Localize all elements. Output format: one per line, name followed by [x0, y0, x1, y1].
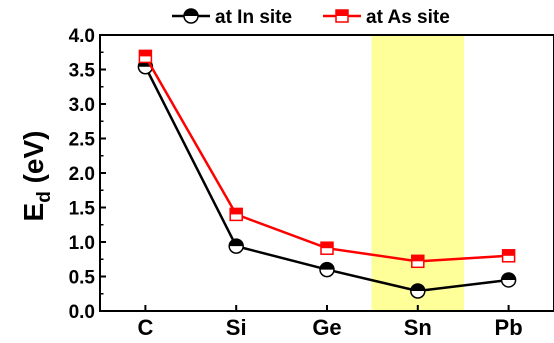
sn-highlight-band [371, 35, 465, 311]
y-tick-label: 1.0 [69, 233, 95, 254]
x-axis: C Si Ge Sn Pb [137, 305, 523, 340]
marker-fill [501, 272, 516, 280]
legend: at In site at As site [172, 7, 450, 28]
marker-fill [184, 9, 198, 16]
legend-label-as-site: at As site [366, 7, 450, 28]
legend-marker-in-site [183, 8, 199, 24]
legend-marker-shape [183, 8, 199, 24]
data-point-0-ge [319, 261, 335, 278]
data-point-1-si [229, 207, 243, 222]
marker-fill [320, 262, 334, 270]
legend-marker-shape [335, 9, 349, 23]
legend-label-in-site: at In site [215, 7, 292, 28]
x-tick-label: Ge [312, 315, 341, 338]
marker-fill [411, 255, 424, 262]
marker-fill [230, 208, 243, 215]
legend-entry-in-site: at In site [172, 7, 292, 28]
y-tick-label: 2.0 [69, 164, 95, 185]
y-axis-title-unit: (eV) [18, 131, 49, 192]
y-tick-label: 4.0 [69, 26, 95, 47]
marker-fill [139, 50, 152, 57]
data-point-0-si [228, 238, 244, 254]
marker-fill [321, 242, 333, 249]
legend-marker-as-site [335, 9, 349, 23]
series-layer [137, 49, 517, 299]
y-axis-title: Ed (eV) [18, 131, 55, 222]
y-tick-label: 2.5 [69, 130, 96, 151]
x-tick-label: Pb [495, 315, 523, 338]
marker-fill [229, 239, 244, 247]
y-tick-label: 1.5 [69, 199, 96, 220]
marker-fill [502, 249, 515, 256]
y-axis: 0.0 0.5 1.0 1.5 2.0 2.5 3.0 3.5 4.0 [69, 26, 106, 323]
marker-fill [410, 283, 425, 291]
y-tick-label: 0.0 [69, 302, 95, 323]
y-tick-label: 0.5 [69, 268, 96, 289]
data-point-1-c [138, 49, 153, 64]
data-point-0-sn [410, 283, 426, 299]
data-point-1-sn [411, 254, 425, 269]
y-tick-label: 3.0 [69, 95, 95, 116]
marker-fill [336, 10, 348, 16]
data-point-0-pb [500, 272, 517, 288]
y-tick-label: 3.5 [69, 61, 96, 82]
data-point-1-ge [320, 241, 334, 255]
y-axis-title-subscript: d [34, 191, 55, 203]
x-tick-label: Sn [404, 315, 432, 338]
data-point-1-pb [501, 249, 516, 263]
x-tick-label: Si [226, 315, 247, 338]
legend-entry-as-site: at As site [323, 7, 450, 28]
x-tick-label: C [137, 315, 153, 338]
y-axis-title-main: E [18, 203, 49, 222]
